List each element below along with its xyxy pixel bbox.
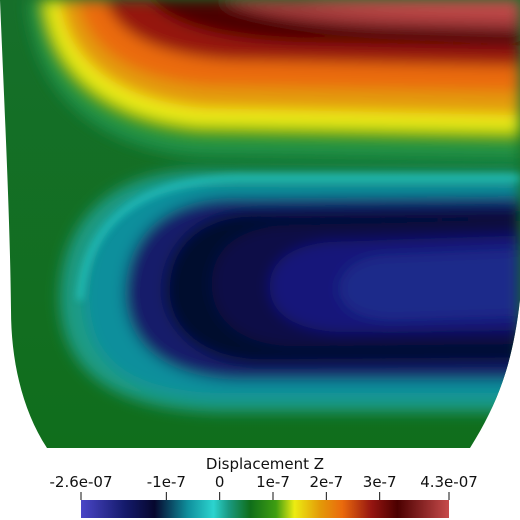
colorbar-tick-label: -1e-7 — [146, 473, 186, 491]
colorbar-tick-label: 4.3e-07 — [420, 473, 478, 491]
positive-lobe — [28, 0, 520, 162]
colorbar-title: Displacement Z — [205, 455, 325, 473]
colorbar-tick-label: 0 — [214, 473, 225, 491]
colorbar-tick-label: 3e-7 — [362, 473, 397, 491]
colorbar-tick-label: -2.6e-07 — [49, 473, 113, 491]
colorbar-tick-label: 1e-7 — [256, 473, 290, 491]
colorbar-tick-label: 2e-7 — [309, 473, 344, 491]
negative-lobe — [60, 170, 520, 412]
zero-contour-ridge — [77, 175, 520, 301]
